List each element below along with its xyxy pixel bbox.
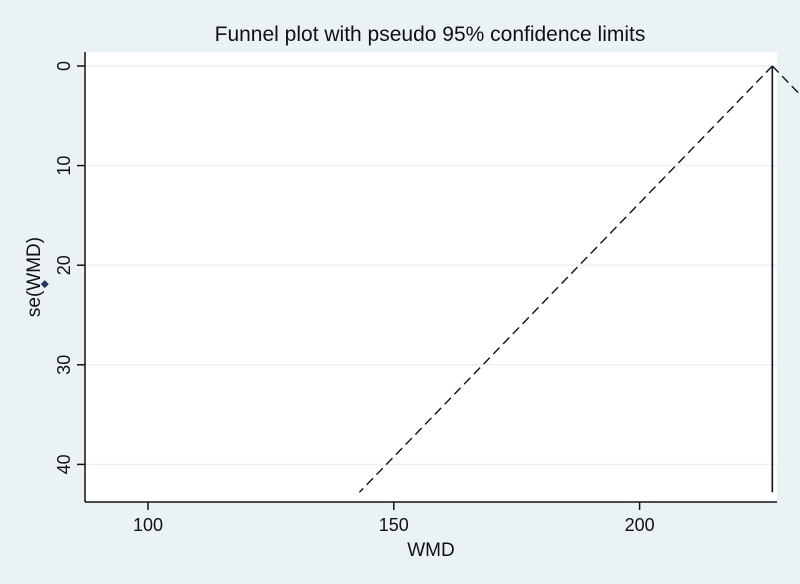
y-tick-label-0: 0 — [54, 61, 74, 71]
axes — [84, 52, 777, 503]
data-points — [40, 280, 49, 289]
y-axis-label: se(WMD) — [24, 237, 45, 317]
y-tick-label-30: 30 — [54, 355, 74, 375]
x-tick-label-100: 100 — [133, 515, 163, 535]
data-point-1 — [40, 280, 49, 289]
y-axis-ticks: 0 10 20 30 40 — [54, 61, 85, 474]
x-tick-label-200: 200 — [625, 515, 655, 535]
x-tick-label-150: 150 — [379, 515, 409, 535]
gridlines — [85, 65, 777, 466]
plot-area — [85, 52, 777, 502]
x-axis-ticks: 100150200250300350 — [133, 502, 655, 535]
funnel-lines — [358, 65, 800, 493]
y-tick-label-10: 10 — [54, 156, 74, 176]
chart-title: Funnel plot with pseudo 95% confidence l… — [215, 23, 646, 46]
lower-confidence-limit — [358, 65, 773, 493]
y-tick-label-40: 40 — [54, 454, 74, 474]
y-tick-label-20: 20 — [54, 255, 74, 275]
x-axis-label: WMD — [407, 540, 454, 561]
